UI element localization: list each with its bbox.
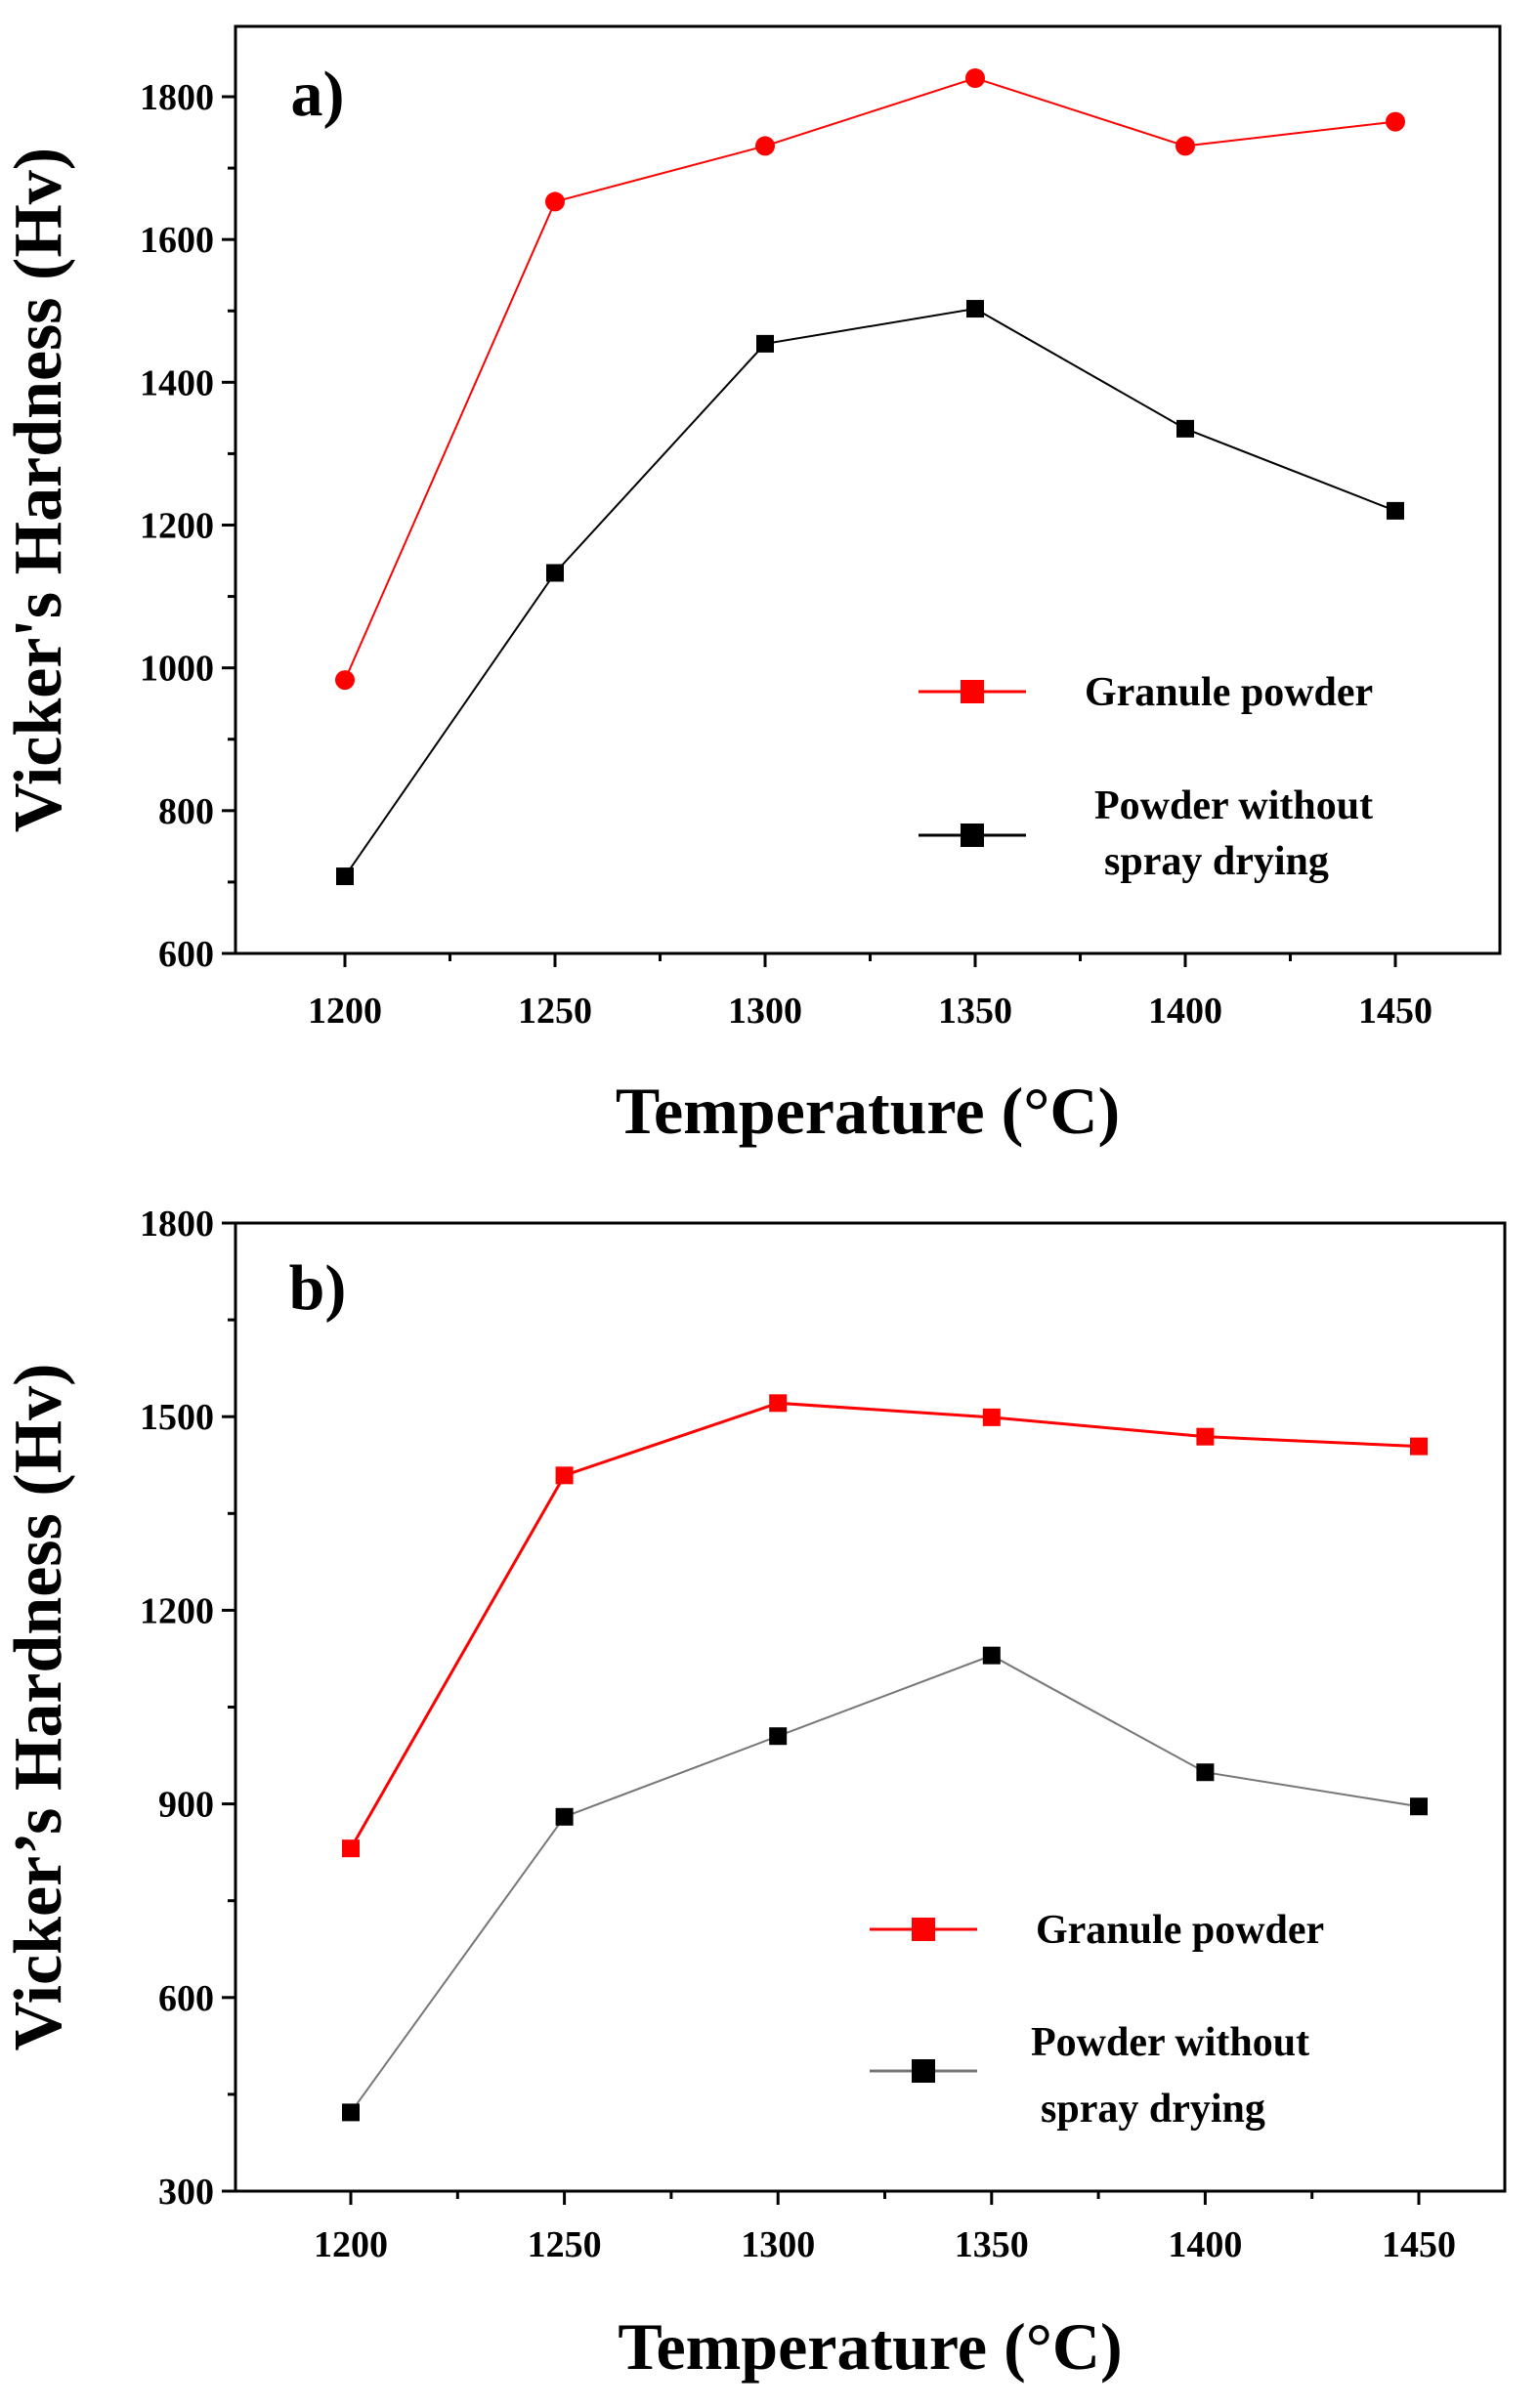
x-tick-label: 1450 xyxy=(1382,2224,1456,2265)
y-tick-label: 1800 xyxy=(140,1204,214,1245)
x-tick-label: 1350 xyxy=(938,991,1012,1032)
y-tick-label: 800 xyxy=(158,791,214,832)
legend-marker xyxy=(961,680,984,703)
legend-label: spray drying xyxy=(1041,2087,1265,2132)
y-axis-label: Vicker’s Hardness (Hv) xyxy=(1,1364,76,2051)
legend-label: Powder without xyxy=(1094,783,1373,828)
legend-label: Granule powder xyxy=(1085,670,1373,715)
x-tick-label: 1300 xyxy=(728,991,802,1032)
data-point xyxy=(982,1408,1001,1426)
data-point xyxy=(546,564,564,582)
chart-panel-b: 300 600 900 1200 1500 1800 1200 1250 1300 1350 140… xyxy=(1,1204,1507,2384)
data-point xyxy=(1410,1797,1428,1816)
series-line-0 xyxy=(349,1401,1420,1849)
x-tick-label: 1250 xyxy=(518,991,592,1032)
legend: Granule powder Powder without spray drying xyxy=(919,670,1373,884)
data-point xyxy=(755,136,775,156)
data-point xyxy=(555,1466,574,1485)
panel-label: b) xyxy=(289,1252,347,1324)
data-point xyxy=(336,867,354,886)
data-point xyxy=(966,300,984,318)
x-tick-label: 1300 xyxy=(741,2224,815,2265)
x-tick-label: 1400 xyxy=(1168,2224,1242,2265)
x-axis-label: Temperature (°C) xyxy=(616,1074,1120,1148)
data-point xyxy=(342,2103,360,2122)
data-point xyxy=(545,191,565,212)
x-tick-label: 1350 xyxy=(955,2224,1029,2265)
y-tick-label: 1800 xyxy=(140,77,214,118)
data-point xyxy=(342,1839,360,1858)
y-tick-label: 900 xyxy=(158,1785,214,1826)
plot-frame xyxy=(234,24,1502,955)
data-point xyxy=(769,1394,788,1413)
series-line-1 xyxy=(344,308,1396,877)
x-tick-label: 1250 xyxy=(528,2224,602,2265)
legend-marker xyxy=(912,1918,935,1941)
data-point xyxy=(982,1646,1001,1665)
legend: Granule powder Powder without spray drying xyxy=(870,1908,1324,2132)
data-point xyxy=(335,670,355,691)
plot-frame xyxy=(234,1221,1507,2193)
data-point xyxy=(1410,1437,1428,1456)
data-point xyxy=(1387,501,1404,520)
data-point xyxy=(756,334,774,353)
data-point xyxy=(1386,111,1405,132)
x-tick-label: 1450 xyxy=(1358,991,1432,1032)
data-point xyxy=(1196,1427,1215,1446)
y-tick-label: 1400 xyxy=(140,362,214,403)
series-line-0 xyxy=(344,76,1396,681)
x-tick-label: 1200 xyxy=(314,2224,388,2265)
y-axis-label: Vicker's Hardness (Hv) xyxy=(1,148,76,832)
data-point xyxy=(1176,136,1195,156)
x-tick-label: 1400 xyxy=(1148,991,1222,1032)
x-tick-label: 1200 xyxy=(308,991,382,1032)
data-point xyxy=(769,1727,788,1746)
series-line-1 xyxy=(350,1654,1420,2113)
legend-label: Granule powder xyxy=(1036,1908,1324,1953)
chart-panel-a: 600 800 1000 1200 1400 1600 1800 1200 1250 1300 13… xyxy=(1,24,1502,1148)
y-tick-label: 1200 xyxy=(140,1590,214,1631)
y-tick-label: 300 xyxy=(158,2172,214,2213)
x-axis-label: Temperature (°C) xyxy=(618,2309,1122,2384)
legend-label: Powder without xyxy=(1031,2020,1309,2065)
y-tick-label: 1200 xyxy=(140,506,214,547)
data-point xyxy=(1196,1763,1215,1782)
data-point xyxy=(1176,419,1194,438)
y-tick-label: 600 xyxy=(158,934,214,975)
panel-label: a) xyxy=(291,59,345,130)
y-tick-label: 1600 xyxy=(140,220,214,261)
y-tick-label: 1000 xyxy=(140,649,214,690)
y-tick-label: 600 xyxy=(158,1978,214,2019)
data-point xyxy=(965,67,985,88)
legend-label: spray drying xyxy=(1104,839,1329,884)
data-point xyxy=(555,1807,574,1826)
legend-marker xyxy=(961,824,984,847)
y-tick-label: 1500 xyxy=(140,1397,214,1438)
legend-marker xyxy=(912,2059,935,2083)
